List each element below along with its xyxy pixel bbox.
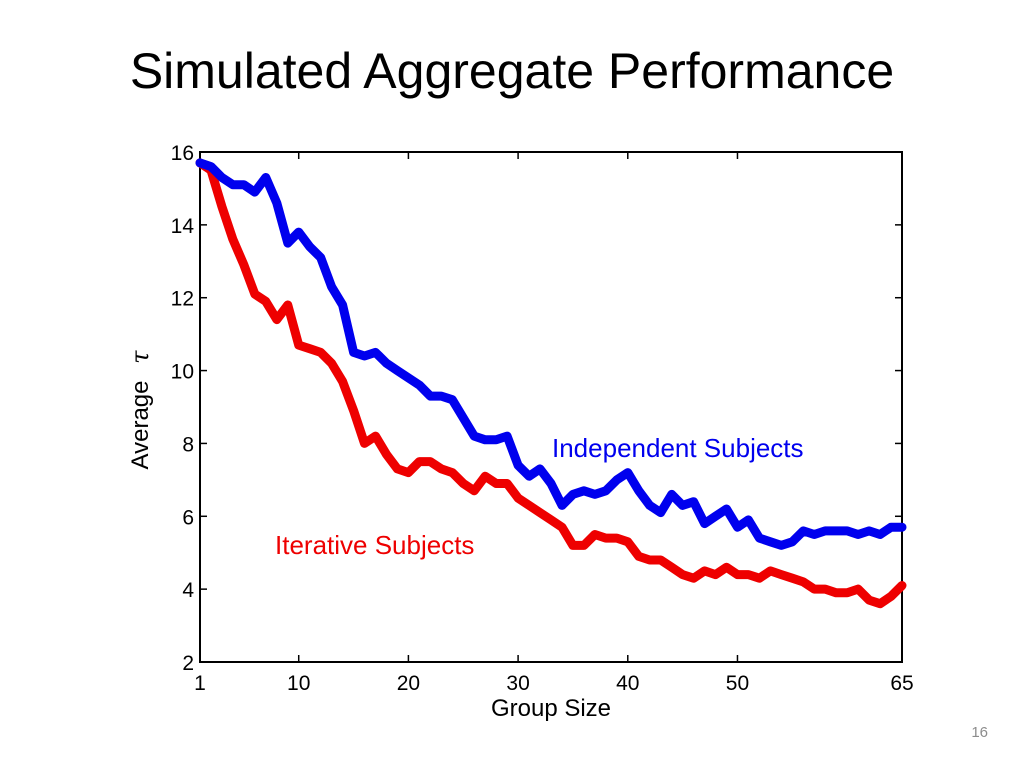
y-tick-label: 16: [171, 142, 194, 165]
series-line-iterative: [195, 158, 907, 609]
y-axis-label: Average: [127, 380, 154, 469]
axis-ticks: 2 4 6 8 10 12 14 16 1 10 20 30 40 50 65: [171, 142, 914, 695]
x-tick-label: 65: [890, 672, 913, 695]
x-tick-label: 10: [287, 672, 310, 695]
x-tick-label: 50: [726, 672, 749, 695]
series-label-iterative: Iterative Subjects: [275, 530, 474, 560]
y-tick-label: 4: [182, 579, 194, 602]
slide-title: Simulated Aggregate Performance: [129, 43, 895, 99]
x-axis-label: Group Size: [491, 695, 611, 722]
series-lines: [195, 158, 907, 609]
y-tick-label: 2: [182, 652, 194, 675]
x-tick-label: 20: [397, 672, 420, 695]
y-tick-label: 14: [171, 215, 195, 238]
x-tick-label: 40: [616, 672, 639, 695]
series-line-independent: [195, 158, 907, 550]
svg-text:Average τ: Average τ: [126, 350, 154, 470]
page-number: 16: [971, 724, 988, 741]
x-tick-label: 30: [506, 672, 529, 695]
series-label-independent: Independent Subjects: [552, 433, 804, 463]
x-tick-label: 1: [194, 672, 206, 695]
y-axis-tau-symbol: τ: [126, 350, 154, 364]
y-tick-label: 10: [171, 361, 194, 384]
y-tick-label: 6: [182, 506, 194, 529]
y-tick-label: 8: [182, 433, 194, 456]
y-axis-label-group: Average τ: [126, 350, 154, 470]
y-tick-label: 12: [171, 288, 194, 311]
plot-frame: [199, 151, 903, 663]
